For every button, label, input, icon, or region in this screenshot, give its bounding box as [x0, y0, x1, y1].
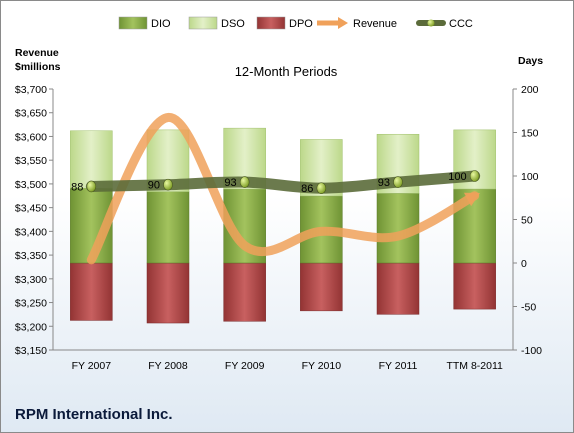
ccc-line: [85, 170, 481, 194]
left-tick-label: $3,400: [15, 226, 47, 238]
left-tick-label: $3,550: [15, 155, 47, 167]
right-tick-label: 200: [521, 84, 539, 96]
legend-label: Revenue: [353, 18, 397, 30]
ccc-data-label: 86: [301, 183, 313, 195]
x-tick-label: TTM 8-2011: [446, 360, 503, 372]
bar-dpo: [300, 262, 343, 312]
left-tick-label: $3,450: [15, 203, 47, 215]
right-tick-label: 100: [521, 171, 539, 183]
right-tick-label: -100: [521, 345, 542, 357]
company-name: RPM International Inc.: [15, 406, 173, 423]
ccc-point: [239, 176, 250, 188]
ccc-point: [86, 180, 97, 193]
ccc-point: [469, 170, 480, 182]
left-tick-label: $3,350: [15, 250, 47, 262]
bar-dpo: [223, 262, 266, 322]
left-axis-title: Revenue: [15, 47, 59, 59]
x-tick-label: FY 2007: [72, 360, 112, 372]
legend-label: DSO: [221, 18, 245, 30]
right-tick-label: 150: [521, 128, 539, 140]
left-tick-label: $3,250: [15, 298, 47, 310]
left-axis: $3,150 $3,200 $3,250 $3,300 $3,350 $3,400 $3,4…: [15, 84, 53, 357]
revenue-line: [86, 112, 480, 265]
revenue-arrowhead: [463, 192, 480, 207]
x-axis: FY 2007 FY 2008 FY 2009 FY 2010 FY 2011 TTM 8…: [72, 360, 503, 372]
legend-dso-swatch: [188, 16, 218, 30]
legend-ccc-marker: [427, 19, 435, 27]
left-tick-label: $3,700: [15, 84, 47, 96]
legend-label: CCC: [449, 18, 473, 30]
legend-revenue-arrow: [338, 17, 348, 29]
x-tick-label: FY 2008: [148, 360, 188, 372]
ccc-data-label: 88: [71, 181, 83, 193]
x-tick-label: FY 2010: [302, 360, 342, 372]
legend-label: DIO: [151, 18, 171, 30]
bar-dpo: [70, 262, 113, 321]
lines-group: 88 90 93 86 93 100: [71, 112, 481, 265]
ccc-data-label: 93: [378, 177, 390, 189]
ccc-data-label: 93: [224, 177, 236, 189]
ccc-data-label: 90: [148, 180, 160, 192]
right-axis-title: Days: [518, 55, 543, 67]
ccc-point: [316, 182, 327, 194]
legend-dpo-swatch: [256, 16, 286, 30]
right-tick-label: -50: [521, 302, 536, 314]
ccc-data-label: 100: [448, 171, 466, 183]
right-axis: -100 -50 0 50 100 150 200: [513, 84, 542, 357]
chart-legend: DIO DSO DPO Revenue CCC: [118, 16, 473, 30]
left-tick-label: $3,150: [15, 345, 47, 357]
left-tick-label: $3,300: [15, 274, 47, 286]
right-tick-label: 0: [521, 258, 527, 270]
chart-title: 12-Month Periods: [235, 64, 338, 79]
bar-dpo: [453, 262, 496, 310]
left-axis-subtitle: $millions: [15, 61, 61, 73]
left-tick-label: $3,600: [15, 131, 47, 143]
x-tick-label: FY 2011: [379, 360, 418, 372]
ccc-point: [393, 176, 403, 188]
left-tick-label: $3,200: [15, 321, 47, 333]
bar-dio: [146, 191, 190, 264]
left-tick-label: $3,500: [15, 179, 47, 191]
bar-dpo: [146, 262, 190, 324]
ccc-point: [163, 178, 173, 191]
left-tick-label: $3,650: [15, 108, 47, 120]
bar-dso: [70, 130, 113, 189]
bar-dpo: [376, 262, 420, 315]
legend-label: DPO: [289, 18, 313, 30]
x-tick-label: FY 2009: [225, 360, 265, 372]
right-tick-label: 50: [521, 215, 533, 227]
legend-dio-swatch: [118, 16, 148, 30]
